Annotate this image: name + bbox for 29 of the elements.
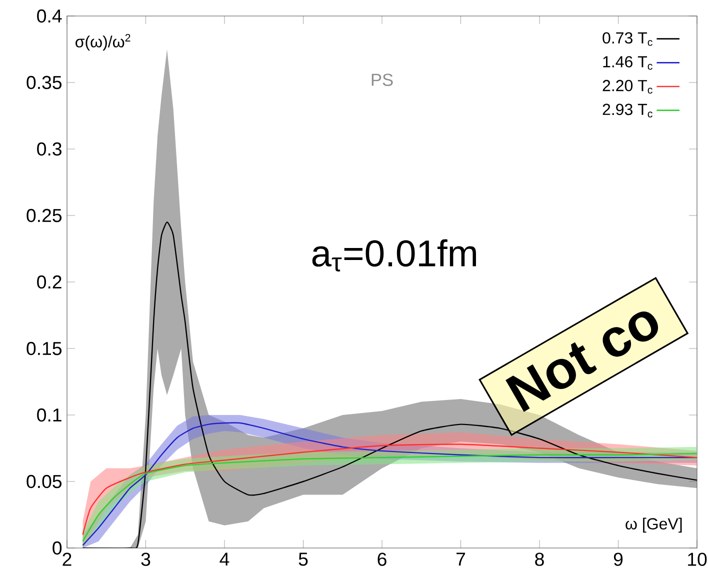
y-tick-label: 0 xyxy=(52,541,62,555)
legend-label: 2.20 T$_{c}$ xyxy=(602,80,652,94)
legend-label: 1.46 T$_{c}$ xyxy=(603,56,652,70)
x-tick-label: 7 xyxy=(456,552,466,566)
x-axis-title: ω [GeV] xyxy=(626,518,682,533)
y-tick-label: 0.35 xyxy=(26,76,62,90)
y-tick-label: 0.2 xyxy=(37,275,62,289)
x-tick-label: 5 xyxy=(298,552,308,566)
y-tick-label: 0.1 xyxy=(37,408,62,422)
x-tick-label: 2 xyxy=(62,552,72,566)
annotation: PS xyxy=(372,74,393,86)
x-tick-label: 10 xyxy=(688,552,707,566)
legend-label: 2.93 T$_{c}$ xyxy=(602,104,652,118)
y-tick-label: 0.25 xyxy=(26,208,62,222)
y-tick-label: 0.05 xyxy=(26,474,62,488)
y-tick-label: 0.15 xyxy=(26,342,62,356)
x-tick-label: 6 xyxy=(378,552,386,566)
x-tick-label: 3 xyxy=(141,552,150,566)
x-tick-label: 8 xyxy=(535,552,544,566)
annotation: a$_{τ}$=0.01fm xyxy=(312,239,476,272)
x-tick-label: 9 xyxy=(614,552,623,566)
line-series xyxy=(82,222,698,548)
y-tick-label: 0.3 xyxy=(37,142,62,156)
y-axis-title: σ(ω)/ω$^{2}$ xyxy=(76,34,130,51)
y-tick-label: 0.4 xyxy=(37,9,62,23)
annotation: Not co xyxy=(506,312,658,412)
legend-label: 0.73 T$_{c}$ xyxy=(602,32,652,46)
line-series xyxy=(82,444,698,536)
x-tick-label: 4 xyxy=(220,552,230,566)
